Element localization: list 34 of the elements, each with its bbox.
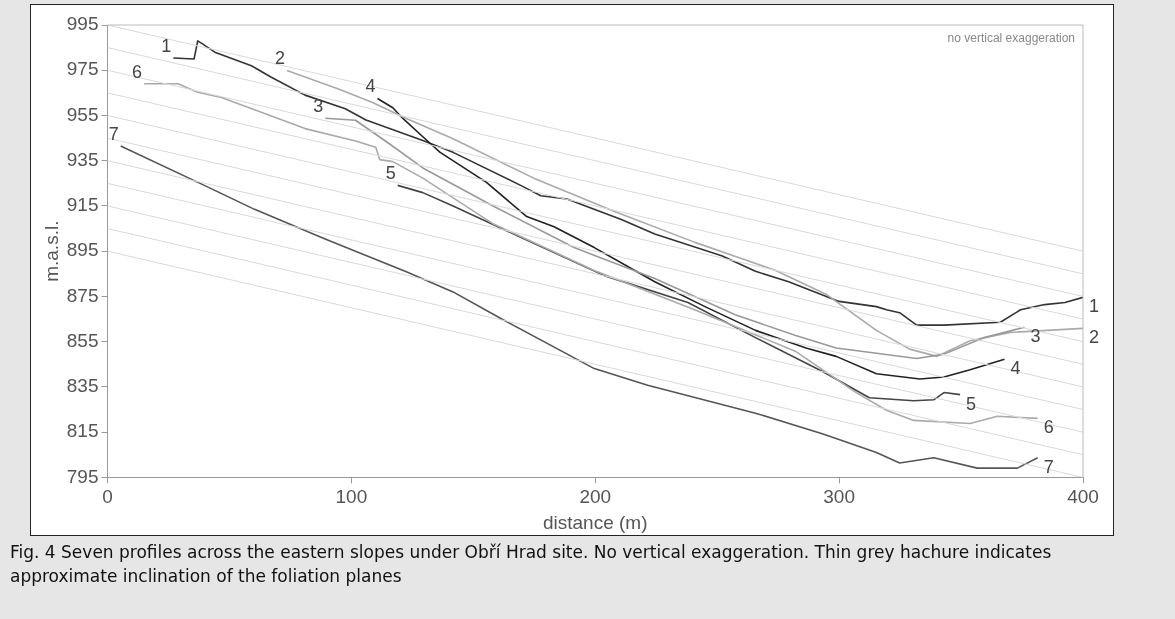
text: 3 [1030,326,1041,347]
y-tick-label: 975 [66,58,99,80]
series-label: 2 [274,48,285,69]
series-label: 5 [385,163,396,184]
text: 7 [1043,456,1054,477]
y-tick-label: 895 [66,239,99,261]
y-tick-label: 955 [66,103,99,125]
text: 6 [1043,417,1054,438]
y-tick-label: 815 [66,420,99,442]
series-label: 1 [161,35,172,56]
x-tick-label: 200 [579,486,612,508]
y-tick-label: 795 [66,465,99,487]
text: 2 [1089,327,1100,348]
y-tick-label: 935 [66,148,99,170]
y-axis-title: m.a.s.l. [40,220,62,282]
y-tick-label: 835 [66,375,99,397]
annotation: no vertical exaggeration [947,31,1075,46]
x-tick-label: 0 [102,486,113,508]
y-tick-label: 995 [66,13,99,35]
series-label: 6 [132,61,143,82]
y-tick-label: 875 [66,284,99,306]
text: 4 [1010,358,1021,379]
x-tick-label: 100 [335,486,368,508]
text: 5 [966,393,977,414]
caption: Fig. 4 Seven profiles across the eastern slopes under Obří Hrad site. No vertical exaggeration. Thin grey hachure indicates approximate inclination of the foliation planes [10,541,1053,588]
series-label: 4 [365,76,376,97]
y-tick-label: 915 [66,194,99,216]
text: 1 [1089,296,1100,317]
y-tick-label: 855 [66,329,99,351]
x-axis-title: distance (m) [542,511,648,533]
x-tick-label: 400 [1067,486,1099,508]
series-label: 7 [108,123,119,144]
x-tick-label: 300 [823,486,855,508]
series-label: 3 [313,96,324,117]
